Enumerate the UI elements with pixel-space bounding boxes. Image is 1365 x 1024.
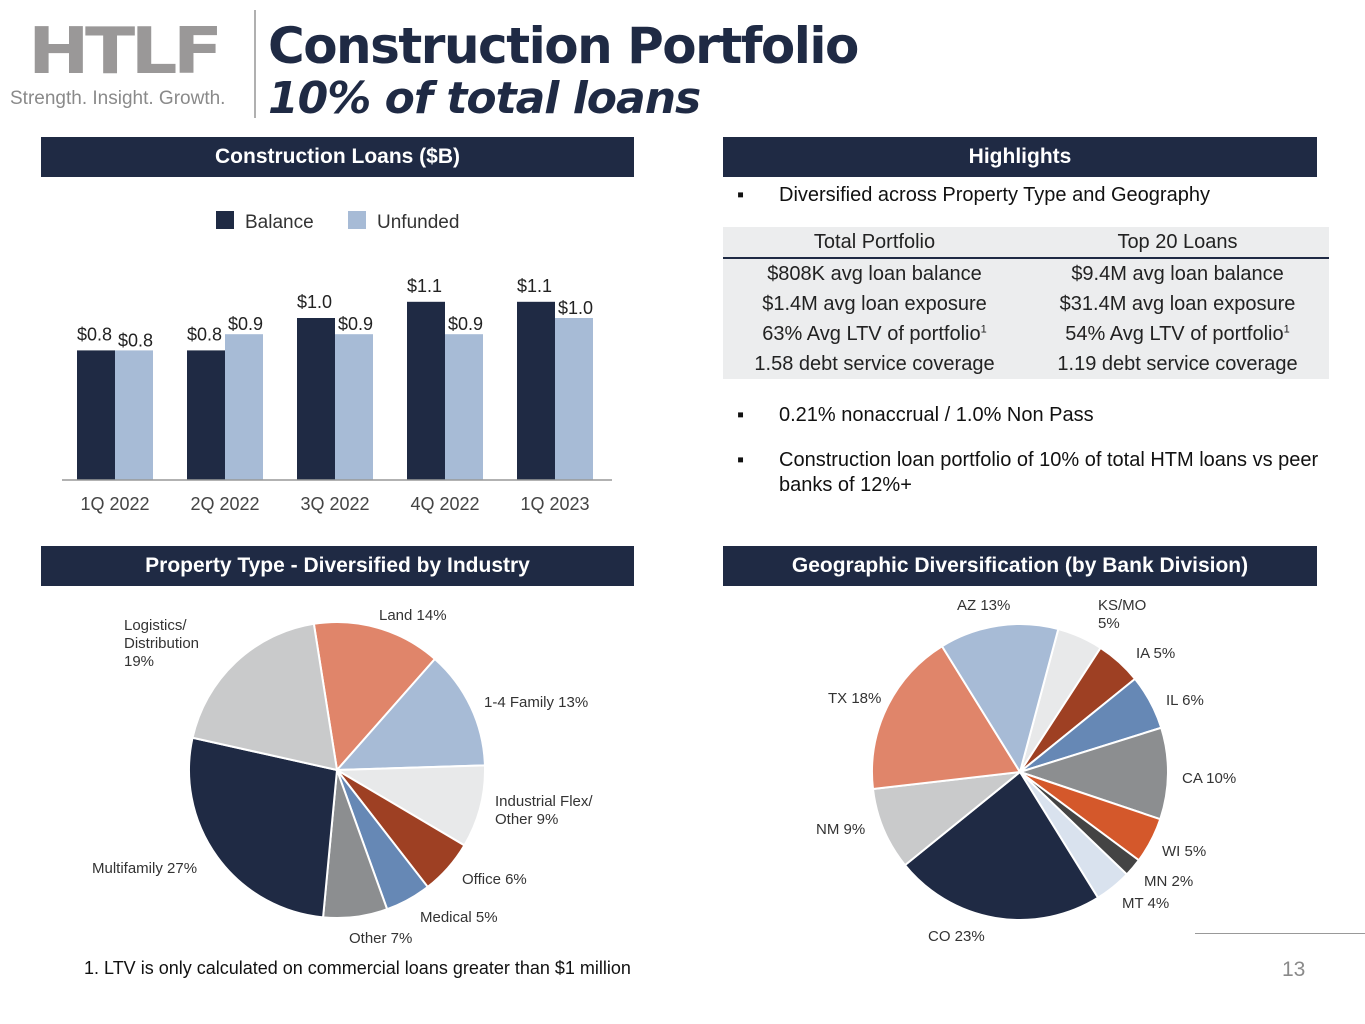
x-tick-label: 4Q 2022 bbox=[410, 494, 479, 514]
slice-label: Multifamily 27% bbox=[92, 860, 197, 877]
slice-label: Office 6% bbox=[462, 871, 527, 888]
divider bbox=[1195, 933, 1365, 934]
slice-label: Other 7% bbox=[349, 930, 412, 947]
highlights-section-header: Highlights bbox=[723, 137, 1317, 177]
table-row: $808K avg loan balance $9.4M avg loan bal… bbox=[723, 258, 1329, 289]
slice-label: NM 9% bbox=[816, 821, 865, 838]
logo-tagline: Strength. Insight. Growth. bbox=[10, 88, 226, 109]
bar-unfunded bbox=[335, 334, 373, 480]
data-label: $1.0 bbox=[558, 298, 593, 318]
table-row: 1.58 debt service coverage 1.19 debt serv… bbox=[723, 349, 1329, 379]
table-row: $1.4M avg loan exposure $31.4M avg loan e… bbox=[723, 289, 1329, 319]
bullet-text: Construction loan portfolio of 10% of to… bbox=[779, 449, 1319, 496]
geographic-pie-chart: KS/MO 5% IA 5% IL 6% CA 10% WI 5% MN 2% MT 4% CO… bbox=[816, 597, 1236, 945]
pie-slice bbox=[871, 644, 1022, 791]
legend-swatch bbox=[216, 211, 234, 229]
data-label: $0.9 bbox=[448, 314, 483, 334]
legend-label: Balance bbox=[245, 212, 314, 233]
data-label: $1.1 bbox=[517, 276, 552, 296]
slice-label: IA 5% bbox=[1136, 645, 1175, 662]
highlight-bullet: ▪ Diversified across Property Type and Ge… bbox=[737, 184, 1210, 206]
data-label: $0.8 bbox=[77, 324, 112, 344]
bar-balance bbox=[517, 301, 555, 480]
pie-slice bbox=[871, 770, 1024, 867]
construction-loans-bar-chart: Balance Unfunded $0.8 $0.8 1Q 2022 $0.8 $0.9 2Q… bbox=[62, 211, 612, 514]
bullet-text: Diversified across Property Type and Geo… bbox=[779, 184, 1210, 206]
slice-label: Land 14% bbox=[379, 607, 447, 624]
slice-label: AZ 13% bbox=[957, 597, 1010, 614]
slice-label: CA 10% bbox=[1182, 770, 1236, 787]
bar-balance bbox=[407, 301, 445, 480]
data-label: $0.8 bbox=[187, 324, 222, 344]
column-header: Total Portfolio bbox=[723, 227, 1026, 259]
legend-swatch bbox=[348, 211, 366, 229]
highlight-bullet: ▪ 0.21% nonaccrual / 1.0% Non Pass bbox=[737, 404, 1094, 426]
pie-slice bbox=[903, 770, 1100, 921]
bar-unfunded bbox=[555, 318, 593, 480]
data-label: $1.1 bbox=[407, 276, 442, 296]
x-tick-label: 1Q 2023 bbox=[520, 494, 589, 514]
loans-section-header: Construction Loans ($B) bbox=[41, 137, 634, 177]
cell: $9.4M avg loan balance bbox=[1071, 262, 1284, 285]
cell: 1.19 debt service coverage bbox=[1057, 352, 1298, 375]
x-tick-label: 3Q 2022 bbox=[300, 494, 369, 514]
pie-slice bbox=[188, 736, 339, 919]
highlights-table: Total Portfolio Top 20 Loans $808K avg lo… bbox=[723, 227, 1329, 379]
slice-label: Industrial Flex/Other 9% bbox=[495, 793, 593, 828]
divider bbox=[254, 10, 256, 118]
page-title: Construction Portfolio bbox=[268, 17, 859, 75]
slice-label: 1-4 Family 13% bbox=[484, 694, 588, 711]
x-tick-label: 1Q 2022 bbox=[80, 494, 149, 514]
property-type-pie-chart: Land 14% 1-4 Family 13% Industrial Flex/Ot… bbox=[92, 607, 593, 947]
cell: 63% Avg LTV of portfolio1 bbox=[762, 322, 987, 345]
slice-label: MN 2% bbox=[1144, 873, 1193, 890]
pie-slice bbox=[1016, 726, 1169, 821]
pie-slice bbox=[334, 657, 486, 772]
bullet-text: 0.21% nonaccrual / 1.0% Non Pass bbox=[779, 404, 1094, 426]
pie-slice bbox=[191, 622, 339, 772]
slice-label: Medical 5% bbox=[420, 909, 498, 926]
cell: $1.4M avg loan exposure bbox=[762, 292, 987, 315]
slice-label: TX 18% bbox=[828, 690, 881, 707]
slice-label: CO 23% bbox=[928, 928, 985, 945]
footnote: 1. LTV is only calculated on commercial … bbox=[84, 958, 631, 978]
x-tick-label: 2Q 2022 bbox=[190, 494, 259, 514]
column-header: Top 20 Loans bbox=[1026, 227, 1329, 259]
pie-slice bbox=[940, 623, 1060, 775]
bar-balance bbox=[77, 350, 115, 480]
slice-label: Logistics/Distribution 19% bbox=[124, 617, 199, 670]
bar-unfunded bbox=[445, 334, 483, 480]
page-subtitle: 10% of total loans bbox=[268, 73, 701, 124]
cell: 54% Avg LTV of portfolio1 bbox=[1065, 322, 1290, 345]
page-number: 13 bbox=[1282, 958, 1306, 981]
data-label: $0.9 bbox=[228, 314, 263, 334]
legend-label: Unfunded bbox=[377, 212, 459, 233]
pie-slice bbox=[312, 621, 437, 773]
bar-unfunded bbox=[115, 350, 153, 480]
slice-label: IL 6% bbox=[1166, 692, 1204, 709]
cell: $808K avg loan balance bbox=[767, 262, 982, 285]
table-row: 63% Avg LTV of portfolio1 54% Avg LTV of … bbox=[723, 319, 1329, 349]
data-label: $1.0 bbox=[297, 292, 332, 312]
pie-slice bbox=[333, 764, 486, 847]
slice-label: WI 5% bbox=[1162, 843, 1206, 860]
highlight-bullet: ▪ Construction loan portfolio of 10% of t… bbox=[737, 449, 1319, 496]
slice-label: KS/MO 5% bbox=[1098, 597, 1146, 632]
bar-unfunded bbox=[225, 334, 263, 480]
slice-label: MT 4% bbox=[1122, 895, 1169, 912]
cell: $31.4M avg loan exposure bbox=[1059, 292, 1296, 315]
property-section-header: Property Type - Diversified by Industry bbox=[41, 546, 634, 586]
htlf-logo: HTLF bbox=[28, 15, 223, 89]
bar-balance bbox=[187, 350, 225, 480]
cell: 1.58 debt service coverage bbox=[754, 352, 995, 375]
data-label: $0.9 bbox=[338, 314, 373, 334]
data-label: $0.8 bbox=[118, 330, 153, 350]
geo-section-header: Geographic Diversification (by Bank Divi… bbox=[723, 546, 1317, 586]
bar-balance bbox=[297, 318, 335, 480]
